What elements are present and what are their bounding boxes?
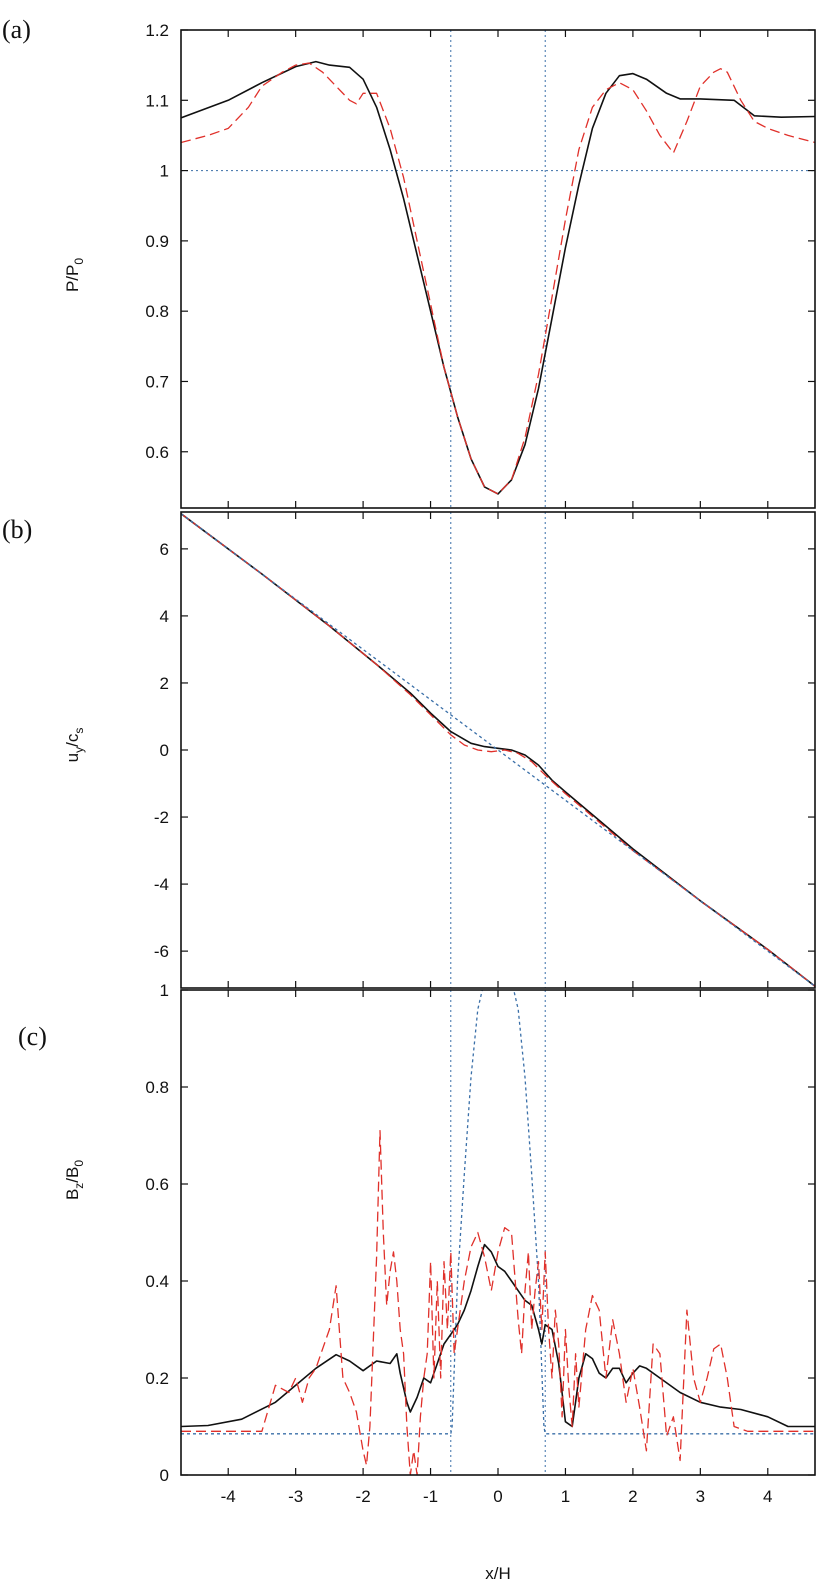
y-tick-label: 2 — [160, 674, 169, 693]
y-tick-label: 0.4 — [145, 1272, 169, 1291]
x-tick-label: 4 — [763, 1487, 772, 1506]
y-tick-label: 0.7 — [145, 372, 169, 391]
y-tick-label: 0.8 — [145, 302, 169, 321]
x-tick-label: 0 — [493, 1487, 502, 1506]
series-line-1-solid — [181, 513, 815, 987]
y-tick-label: -6 — [154, 942, 169, 961]
y-tick-label: 0.6 — [145, 1175, 169, 1194]
y-tick-label: 4 — [160, 607, 169, 626]
series-line-3-dashed — [181, 1130, 815, 1475]
x-tick-label: -4 — [221, 1487, 236, 1506]
x-tick-label: 1 — [561, 1487, 570, 1506]
y-tick-label: 0.2 — [145, 1369, 169, 1388]
panel-c: 0 0.2 0.4 0.6 0.8 1 -4 -3 -2 -1 0 1 2 3 4 (c) Bz/B0 — [18, 981, 816, 1506]
y-tick-label: 0 — [160, 741, 169, 760]
panel-label: (b) — [2, 515, 32, 544]
y-tick-label: 0 — [160, 1466, 169, 1485]
panel-a: 0.6 0.7 0.8 0.9 1 1.1 1.2 (a) P/P0 — [2, 15, 816, 509]
y-tick-label: 1 — [160, 162, 169, 181]
y-axis-label: P/P0 — [63, 258, 86, 292]
y-tick-label: 1 — [160, 981, 169, 1000]
series-line-1-dotted — [181, 990, 815, 1435]
y-axis-label: uy/cs — [63, 728, 86, 763]
panel-label: (a) — [2, 15, 31, 44]
y-tick-label: 0.8 — [145, 1078, 169, 1097]
y-tick-label: 6 — [160, 540, 169, 559]
series-group — [181, 60, 815, 495]
x-tick-label: -2 — [356, 1487, 371, 1506]
series-line-2-dashed — [181, 513, 815, 987]
series-group — [181, 990, 815, 1475]
y-tick-label: -2 — [154, 808, 169, 827]
series-group — [181, 513, 815, 987]
y-axis-label: Bz/B0 — [63, 1160, 86, 1200]
series-line-2-dashed — [181, 62, 815, 495]
y-tick-label: 1.1 — [145, 91, 169, 110]
x-tick-label: 2 — [628, 1487, 637, 1506]
x-tick-label: -3 — [288, 1487, 303, 1506]
x-tick-label: 3 — [696, 1487, 705, 1506]
panel-label: (c) — [18, 1022, 47, 1051]
y-tick-label: 0.9 — [145, 232, 169, 251]
x-axis-label: x/H — [485, 1564, 511, 1583]
series-line-2-solid — [181, 1243, 815, 1428]
y-tick-label: 1.2 — [145, 21, 169, 40]
panel-b: -6 -4 -2 0 2 4 6 (b) uy/cs — [2, 511, 816, 989]
x-tick-label: -1 — [423, 1487, 438, 1506]
y-tick-label: -4 — [154, 875, 169, 894]
y-tick-label: 0.6 — [145, 443, 169, 462]
